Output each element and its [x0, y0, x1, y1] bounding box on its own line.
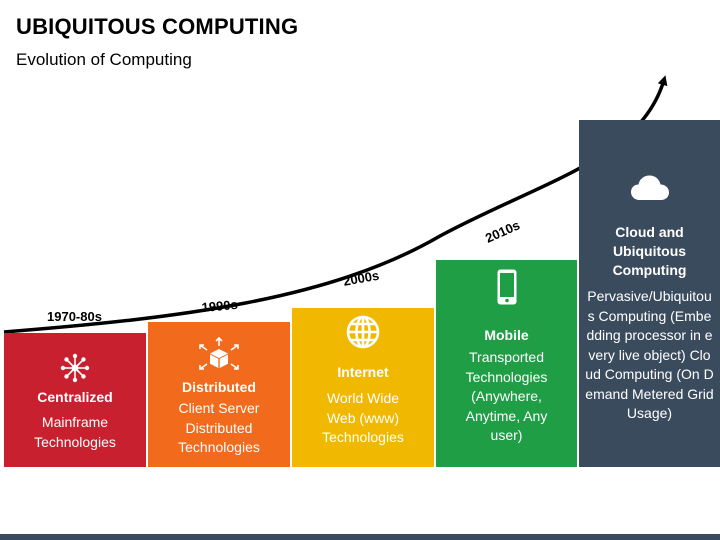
cloud-icon	[579, 173, 720, 203]
era-label-1970-80s: 1970-80s	[47, 309, 102, 324]
column-mobile: Mobile Transported Technologies (Anywher…	[436, 260, 577, 467]
page-subtitle: Evolution of Computing	[16, 50, 192, 69]
column-title: Cloud and Ubiquitous Computing	[612, 224, 687, 278]
column-title: Mobile	[484, 327, 529, 343]
page-title: UBIQUITOUS COMPUTING	[16, 14, 299, 39]
column-title: Internet	[337, 364, 389, 380]
box-arrows-icon	[148, 336, 290, 374]
mobile-phone-icon	[436, 268, 577, 306]
column-description: Transported Technologies (Anywhere, Anyt…	[465, 349, 548, 443]
column-internet: Internet World Wide Web (www) Technologi…	[292, 308, 434, 467]
column-description: Mainframe Technologies	[34, 414, 116, 450]
column-cloud-ubiquitous: Cloud and Ubiquitous Computing Pervasive…	[579, 120, 720, 467]
column-description: Client Server Distributed Technologies	[178, 400, 260, 455]
era-label-1990s: 1990s	[201, 296, 239, 315]
footer-bar	[0, 534, 720, 540]
column-centralized: Centralized Mainframe Technologies	[4, 333, 146, 467]
column-title: Centralized	[37, 389, 113, 405]
column-title: Distributed	[182, 379, 256, 395]
column-description: Pervasive/Ubiquitous Computing (Embeddin…	[585, 288, 714, 421]
column-description: World Wide Web (www) Technologies	[322, 390, 404, 445]
globe-icon	[292, 314, 434, 350]
column-distributed: Distributed Client Server Distributed Te…	[148, 322, 290, 467]
hub-network-icon	[4, 353, 146, 383]
